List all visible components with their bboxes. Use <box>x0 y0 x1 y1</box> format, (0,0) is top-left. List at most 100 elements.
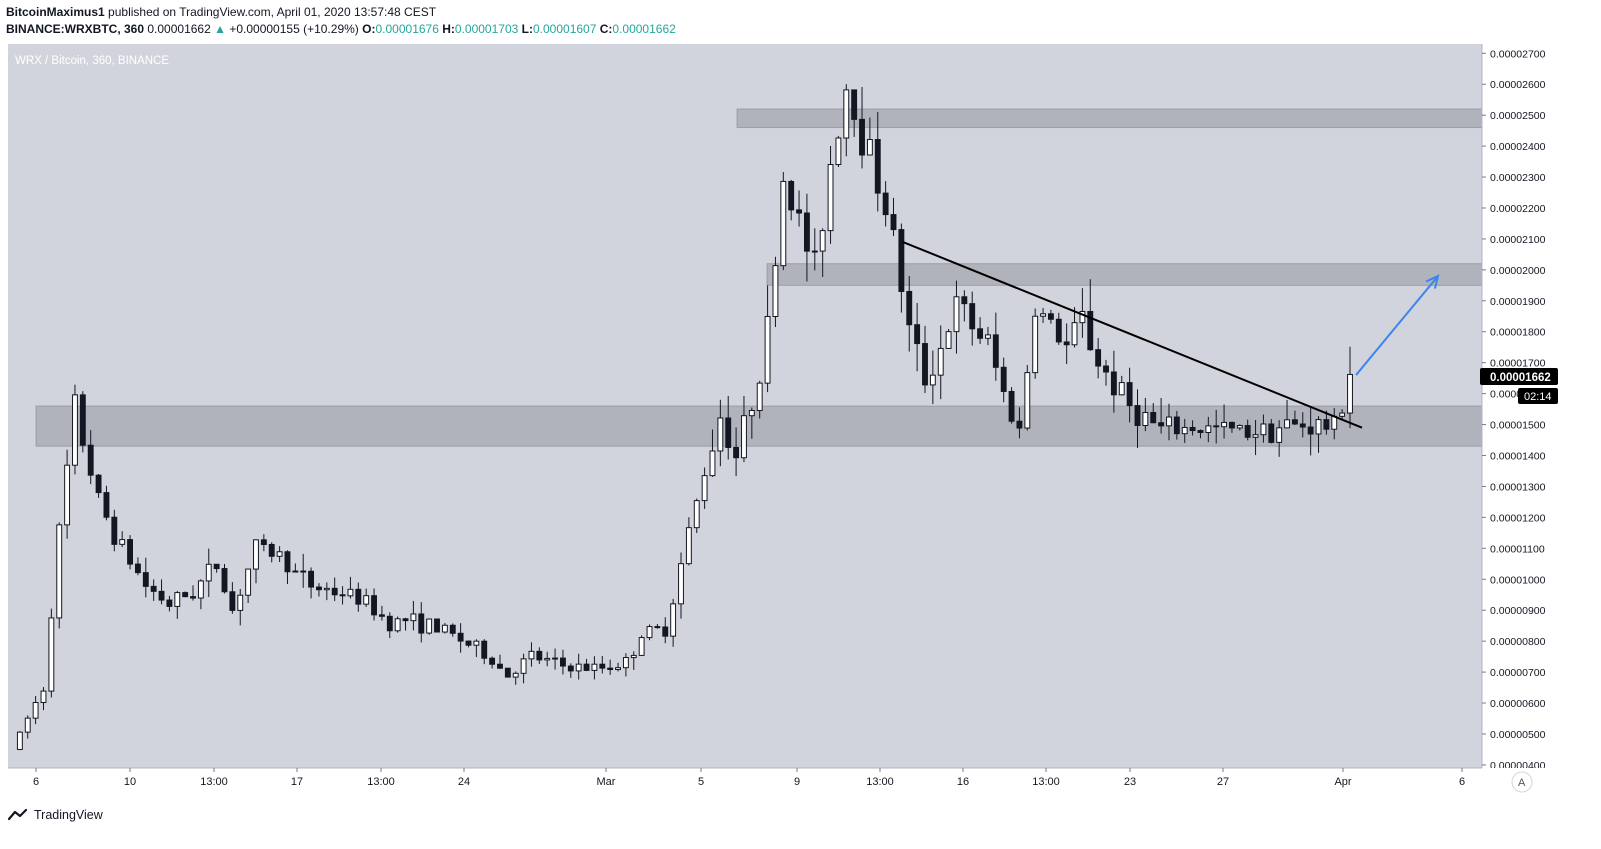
auto-scale-button[interactable] <box>1511 771 1533 793</box>
candle <box>1118 375 1125 396</box>
candle <box>1229 421 1235 433</box>
candle <box>1055 312 1062 345</box>
time-tick-label: 16 <box>957 776 969 788</box>
candle <box>866 117 873 156</box>
price-tick-label: 0.00001900 <box>1490 296 1546 308</box>
candle <box>111 509 118 552</box>
time-axis-labels: 6 10 13:00 17 13:00 24 Mar 5 9 13:00 16 13:00 23 27 Ap… <box>33 768 1465 788</box>
candle <box>1347 346 1353 429</box>
candle <box>64 449 71 539</box>
candle <box>764 285 771 393</box>
candle <box>339 586 346 605</box>
publisher-name[interactable]: BitcoinMaximus1 <box>6 5 105 19</box>
time-tick-label: 17 <box>291 776 303 788</box>
price-tick-label: 0.00002600 <box>1490 79 1546 91</box>
price-tick-label: 0.00002700 <box>1490 48 1546 60</box>
time-tick-label: 24 <box>458 776 470 788</box>
time-tick-label: 27 <box>1217 776 1229 788</box>
candle <box>292 563 299 573</box>
candle <box>1047 309 1054 324</box>
candle <box>1016 407 1023 439</box>
time-tick-label: 5 <box>698 776 704 788</box>
candle <box>961 290 968 322</box>
last-price-badge <box>1480 368 1558 385</box>
candle <box>1323 410 1330 435</box>
candle <box>87 430 94 485</box>
candle <box>835 135 842 168</box>
candle <box>418 602 425 643</box>
candle <box>24 715 31 739</box>
candle <box>1173 410 1180 440</box>
candle <box>1205 416 1212 443</box>
projection-arrow[interactable] <box>1355 275 1439 376</box>
candle <box>622 653 629 677</box>
candle <box>197 579 204 610</box>
price-tick-label: 0.00000800 <box>1490 636 1546 648</box>
candle <box>882 181 889 227</box>
candle <box>756 380 763 419</box>
candle <box>646 624 653 641</box>
candle <box>670 598 677 647</box>
descending-trendline[interactable] <box>902 241 1363 429</box>
price-tick-label: 0.00001400 <box>1490 451 1546 463</box>
footer-brand[interactable]: TradingView <box>34 808 103 822</box>
candle <box>40 687 47 711</box>
close-label: C: <box>599 22 613 36</box>
candle <box>528 642 535 667</box>
time-axis[interactable] <box>8 768 1566 796</box>
price-tick-label: 0.00001300 <box>1490 481 1546 493</box>
candle <box>567 663 574 678</box>
candle <box>48 608 55 698</box>
candle <box>426 618 433 635</box>
candle <box>630 651 637 670</box>
high-label: H: <box>442 22 455 36</box>
open-label: O: <box>362 22 376 36</box>
price-axis[interactable] <box>1482 44 1566 768</box>
price-tick-label: 0.00001100 <box>1490 543 1545 555</box>
candle <box>890 197 897 237</box>
candle <box>127 535 133 570</box>
candle <box>1126 367 1133 423</box>
candle <box>32 696 39 725</box>
high-value: 0.00001703 <box>454 22 519 36</box>
time-tick-label: Apr <box>1334 776 1351 788</box>
candle <box>1024 364 1031 431</box>
symbol-label[interactable]: BINANCE:WRXBTC, 360 <box>6 22 145 36</box>
price-zone-2[interactable] <box>766 263 1483 286</box>
candle <box>544 651 551 667</box>
auto-scale-label: A <box>1518 777 1526 789</box>
candle <box>323 582 330 601</box>
candle <box>449 623 456 637</box>
candle <box>174 590 181 619</box>
candle <box>1213 409 1220 444</box>
candle <box>693 498 700 534</box>
candle <box>331 577 338 602</box>
candle <box>394 616 401 633</box>
price-change: +0.00000155 (+10.29%) <box>229 22 359 36</box>
projection-arrow-head <box>1425 274 1440 289</box>
candle <box>851 89 858 137</box>
candle <box>811 228 818 271</box>
candle <box>276 546 283 563</box>
candle <box>520 653 527 684</box>
candles-layer <box>16 84 1353 751</box>
candle <box>803 193 810 282</box>
candle <box>1040 307 1046 323</box>
tradingview-logo-icon[interactable] <box>7 808 30 822</box>
candle <box>929 350 936 405</box>
low-value: 0.00001607 <box>532 22 597 36</box>
time-tick-label: 6 <box>33 776 39 788</box>
open-value: 0.00001676 <box>375 22 439 36</box>
candle <box>166 595 173 612</box>
last-price: 0.00001662 <box>147 22 211 36</box>
candle <box>914 302 921 372</box>
candle <box>1110 350 1117 413</box>
candle <box>709 429 716 477</box>
drawings-layer <box>902 241 1440 429</box>
candle <box>780 172 787 271</box>
price-tick-label: 0.00002300 <box>1490 172 1546 184</box>
candle <box>158 579 165 605</box>
candle <box>945 329 952 349</box>
price-tick-label: 0.00000600 <box>1490 698 1546 710</box>
